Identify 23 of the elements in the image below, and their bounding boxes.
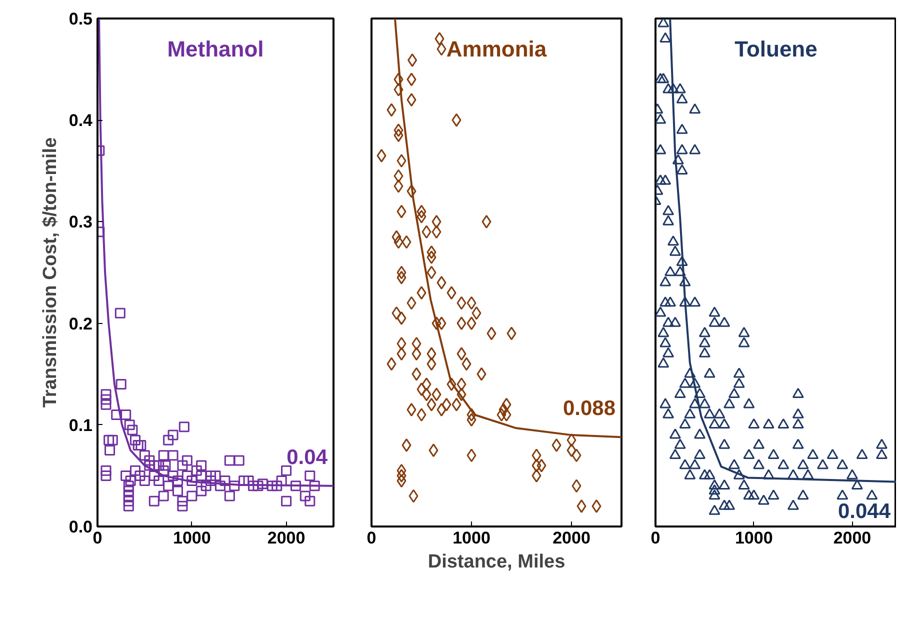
text: Ammonia <box>446 36 548 62</box>
y-tick-label: 0.4 <box>68 111 94 130</box>
annotation: 0.044 <box>838 500 891 523</box>
x-tick-label: 1000 <box>734 528 773 548</box>
y-tick-label: 0.0 <box>68 518 93 536</box>
x-axis-title: Distance, Miles <box>428 552 566 572</box>
text: Methanol <box>167 36 264 62</box>
y-tick-label: 0.5 <box>68 10 93 28</box>
y-tick-label: 0.2 <box>68 314 93 334</box>
x-tick-label: 1000 <box>452 528 490 548</box>
annotation: 0.088 <box>562 397 616 420</box>
y-tick-label: 0.3 <box>68 212 93 232</box>
x-tick-label: 2000 <box>267 528 306 548</box>
x-tick-label: 1000 <box>172 528 211 548</box>
y-tick-label: 0.1 <box>68 416 93 435</box>
x-tick-label: 0 <box>366 528 376 548</box>
y-axis-title: Transmission Cost, $/ton-mile <box>40 137 61 408</box>
text: Toluene <box>734 36 818 62</box>
x-tick-label: 2000 <box>833 528 872 548</box>
x-tick-label: 0 <box>92 528 102 548</box>
x-tick-label: 0 <box>650 528 660 548</box>
x-tick-label: 2000 <box>552 528 590 548</box>
annotation: 0.04 <box>286 446 328 469</box>
